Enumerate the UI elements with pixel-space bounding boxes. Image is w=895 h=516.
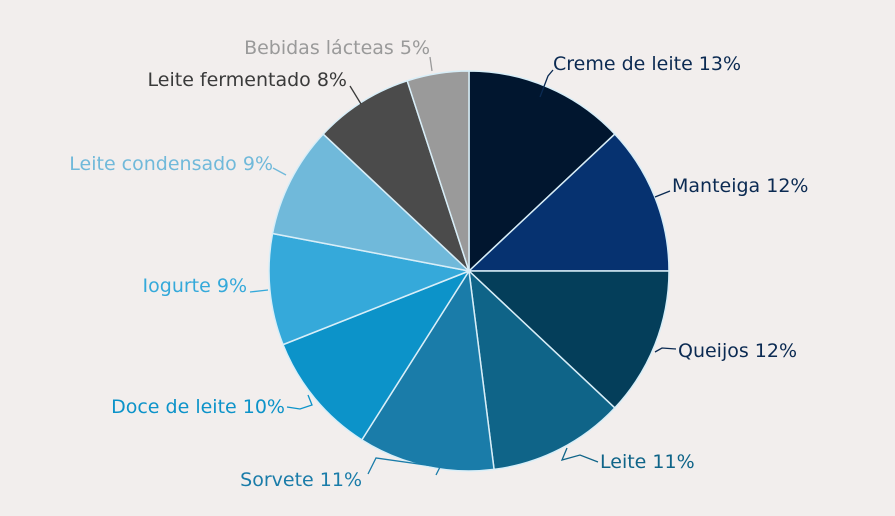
slice-label-9: Bebidas lácteas 5%	[244, 37, 430, 59]
leader-line-4	[367, 457, 441, 476]
leader-line-1	[654, 190, 671, 198]
leader-line-2	[654, 347, 677, 353]
pie-slice-8	[322, 79, 470, 272]
pie-slice-7	[271, 133, 472, 273]
slice-label-8: Leite fermentado 8%	[148, 69, 347, 91]
pie-slice-0	[468, 70, 616, 273]
leader-line-6	[249, 289, 269, 293]
slice-label-0: Creme de leite 13%	[553, 53, 741, 75]
pie-slice-6	[268, 232, 472, 346]
leader-line-9	[429, 56, 433, 72]
pie-slice-5	[282, 269, 471, 441]
leader-line-0	[539, 69, 554, 98]
leader-line-7	[272, 167, 287, 176]
slice-label-1: Manteiga 12%	[672, 175, 808, 197]
pie-slice-4	[360, 268, 495, 472]
slice-label-2: Queijos 12%	[678, 340, 797, 362]
pie-slice-3	[467, 269, 616, 471]
pie-slice-9	[406, 70, 470, 272]
pie-slice-1	[467, 133, 670, 272]
slice-label-7: Leite condensado 9%	[69, 153, 273, 175]
leader-line-5	[286, 394, 313, 410]
slice-label-6: Iogurte 9%	[143, 275, 247, 297]
leader-line-8	[349, 85, 362, 105]
slice-label-5: Doce de leite 10%	[111, 396, 285, 418]
slice-label-3: Leite 11%	[600, 451, 695, 473]
leader-line-3	[560, 447, 599, 463]
slice-label-4: Sorvete 11%	[240, 469, 362, 491]
pie-slice-2	[467, 270, 670, 409]
